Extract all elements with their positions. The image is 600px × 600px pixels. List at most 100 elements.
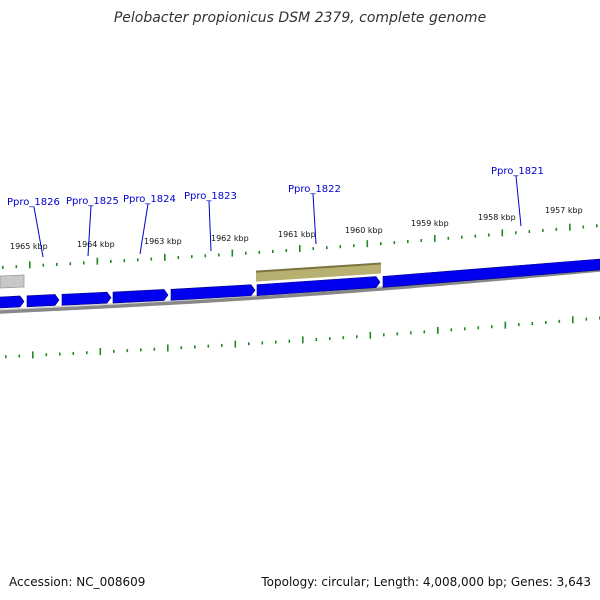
inner-scale-tick bbox=[329, 337, 331, 341]
scale-tick bbox=[582, 225, 585, 229]
gene-arrow bbox=[256, 276, 381, 296]
gene-leader-line bbox=[33, 206, 44, 258]
kbp-label: 1965 kbp bbox=[10, 242, 48, 251]
scale-tick bbox=[231, 249, 234, 257]
inner-scale-tick bbox=[207, 344, 210, 348]
inner-scale-tick bbox=[504, 321, 507, 329]
inner-scale-tick bbox=[437, 326, 439, 334]
inner-scale-tick bbox=[140, 348, 142, 352]
gene-leader-line bbox=[515, 175, 522, 227]
inner-scale-tick bbox=[32, 351, 34, 359]
gene-leader-line bbox=[208, 200, 212, 252]
inner-scale-tick bbox=[5, 355, 7, 359]
scale-tick bbox=[569, 223, 571, 231]
inner-scale-tick bbox=[518, 323, 520, 327]
scale-tick bbox=[447, 236, 450, 240]
scale-tick bbox=[312, 247, 315, 251]
backbone-track bbox=[0, 268, 600, 314]
scale-tick bbox=[191, 255, 193, 259]
gene-leader-line bbox=[139, 203, 149, 255]
gene-label[interactable]: Ppro_1823 bbox=[184, 191, 237, 202]
kbp-label: 1963 kbp bbox=[144, 237, 182, 246]
gene-highlight-bar bbox=[256, 263, 381, 282]
scale-tick bbox=[339, 245, 342, 249]
kbp-label: 1962 kbp bbox=[211, 234, 249, 243]
inner-scale-tick bbox=[356, 335, 358, 339]
scale-tick bbox=[42, 263, 45, 267]
scale-tick bbox=[177, 255, 180, 259]
accession-text: Accession: NC_008609 bbox=[9, 575, 145, 589]
inner-scale-tick bbox=[180, 346, 183, 350]
genome-map: 1965 kbp 1964 kbp 1963 kbp 1962 kbp 1961 kbp… bbox=[0, 166, 600, 359]
inner-scale-tick bbox=[72, 351, 75, 355]
inner-scale-tick bbox=[261, 341, 264, 345]
scale-tick bbox=[528, 230, 531, 234]
kbp-label: 1964 kbp bbox=[77, 240, 115, 249]
gene-arrow bbox=[382, 258, 600, 288]
scale-tick bbox=[123, 259, 126, 263]
inner-scale-tick bbox=[113, 349, 115, 353]
gene-label[interactable]: Ppro_1826 bbox=[7, 197, 60, 208]
inner-scale-tick bbox=[302, 336, 304, 344]
kbp-label: 1957 kbp bbox=[545, 206, 583, 215]
gene-arrow bbox=[26, 294, 60, 308]
gene-arrow-grey bbox=[0, 274, 25, 289]
scale-tick bbox=[164, 253, 166, 261]
inner-scale-tick bbox=[167, 344, 169, 352]
scale-tick bbox=[29, 261, 31, 269]
scale-tick bbox=[420, 238, 423, 242]
scale-tick bbox=[407, 240, 409, 244]
inner-scale-tick bbox=[572, 316, 574, 324]
scale-tick bbox=[245, 251, 247, 255]
scale-tick bbox=[366, 240, 369, 248]
scale-tick bbox=[555, 227, 558, 231]
scale-tick bbox=[2, 265, 4, 269]
scale-tick bbox=[299, 245, 301, 253]
inner-scale-tick bbox=[234, 340, 237, 348]
scale-tick bbox=[83, 261, 85, 265]
scale-tick bbox=[434, 234, 436, 242]
scale-tick bbox=[501, 229, 504, 237]
gene-label[interactable]: Ppro_1825 bbox=[66, 196, 119, 207]
inner-scale-tick bbox=[585, 317, 588, 321]
inner-scale-tick bbox=[194, 345, 196, 349]
inner-scale-tick bbox=[45, 353, 48, 357]
genome-title: Pelobacter propionicus DSM 2379, complet… bbox=[114, 10, 486, 26]
gene-leader-line bbox=[87, 205, 92, 257]
gene-label[interactable]: Ppro_1821 bbox=[491, 166, 544, 177]
scale-tick bbox=[393, 241, 396, 245]
scale-tick bbox=[150, 257, 153, 261]
scale-tick bbox=[110, 259, 112, 263]
inner-scale-tick bbox=[369, 331, 372, 339]
gene-highlight-edge bbox=[255, 262, 382, 273]
scale-tick bbox=[326, 246, 328, 250]
gene-label[interactable]: Ppro_1824 bbox=[123, 194, 176, 205]
inner-scale-tick bbox=[18, 354, 21, 358]
scale-tick bbox=[272, 249, 274, 253]
inner-scale-tick bbox=[221, 343, 223, 347]
inner-scale-tick bbox=[545, 320, 547, 324]
gene-arrow bbox=[170, 284, 256, 301]
topology-summary: Topology: circular; Length: 4,008,000 bp… bbox=[260, 575, 591, 589]
inner-scale-tick bbox=[315, 337, 318, 341]
inner-scale-tick bbox=[99, 348, 102, 356]
scale-tick bbox=[461, 235, 463, 239]
inner-scale-tick bbox=[342, 336, 345, 340]
inner-scale-tick bbox=[396, 332, 399, 336]
inner-scale-tick bbox=[383, 333, 385, 337]
scale-tick bbox=[137, 258, 139, 262]
scale-tick bbox=[56, 262, 58, 266]
scale-tick bbox=[15, 265, 18, 269]
inner-scale-tick bbox=[275, 340, 277, 344]
inner-scale-tick bbox=[248, 342, 250, 346]
inner-scale-tick bbox=[558, 319, 561, 323]
scale-tick bbox=[515, 231, 517, 235]
inner-scale-tick bbox=[531, 322, 534, 326]
scale-tick bbox=[218, 253, 220, 257]
gene-arrow bbox=[61, 291, 112, 306]
scale-tick bbox=[474, 234, 477, 238]
gene-arrow bbox=[0, 295, 25, 309]
scale-tick bbox=[542, 228, 544, 232]
gene-label[interactable]: Ppro_1822 bbox=[288, 184, 341, 195]
